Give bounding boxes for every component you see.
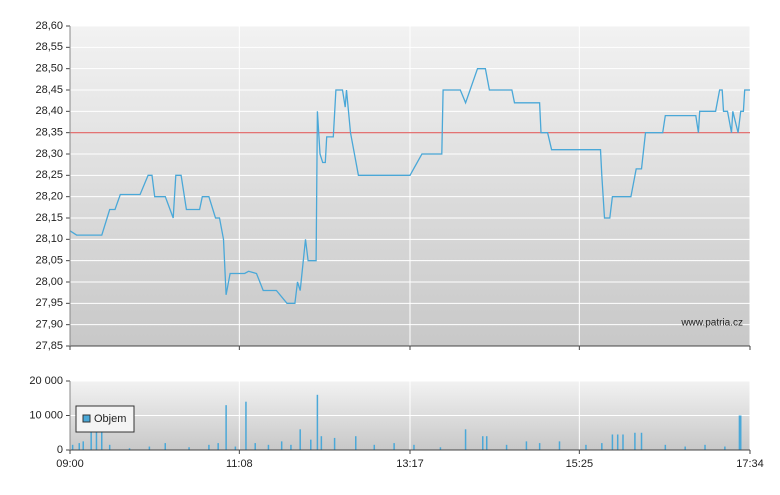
- volume-bar: [316, 394, 319, 450]
- volume-bar: [505, 444, 508, 450]
- volume-bar: [558, 441, 561, 450]
- volume-bar: [601, 443, 603, 450]
- volume-bar: [254, 443, 256, 450]
- volume-bar: [217, 443, 219, 450]
- volume-bar: [245, 401, 247, 450]
- y-tick-label: 27,95: [35, 297, 63, 309]
- volume-bar: [704, 444, 706, 450]
- volume-bar: [290, 444, 292, 450]
- volume-bar: [664, 444, 667, 450]
- volume-bar: [585, 444, 587, 450]
- y-tick-label: 27,85: [35, 340, 63, 352]
- volume-bar: [148, 446, 151, 450]
- y-tick-label: 28,55: [35, 41, 63, 53]
- volume-bar: [208, 444, 210, 450]
- volume-bar: [640, 432, 643, 450]
- volume-bar: [280, 441, 283, 450]
- volume-bar: [622, 434, 624, 450]
- volume-bar: [634, 432, 636, 450]
- volume-bar: [485, 436, 488, 450]
- y-tick-label: 28,05: [35, 255, 63, 267]
- y-tick-label: 0: [57, 444, 63, 456]
- y-tick-label: 28,50: [35, 63, 63, 75]
- volume-bar: [95, 427, 98, 450]
- y-tick-label: 20 000: [29, 375, 63, 387]
- volume-bar: [108, 444, 111, 450]
- volume-bar: [355, 436, 357, 450]
- x-tick-label: 11:08: [226, 458, 253, 470]
- volume-bar: [439, 447, 442, 450]
- volume-bar: [333, 437, 336, 450]
- volume-bar: [234, 446, 237, 450]
- x-tick-label: 09:00: [56, 458, 84, 470]
- y-tick-label: 10 000: [29, 409, 63, 421]
- volume-bar: [525, 441, 528, 450]
- volume-bar: [739, 415, 742, 450]
- volume-bar: [82, 441, 84, 450]
- y-tick-label: 28,30: [35, 148, 63, 160]
- y-tick-label: 28,25: [35, 169, 63, 181]
- y-tick-label: 28,60: [35, 20, 63, 32]
- y-tick-label: 28,20: [35, 191, 63, 203]
- volume-bar: [320, 436, 323, 450]
- volume-bar: [267, 444, 270, 450]
- volume-bar: [128, 448, 131, 450]
- y-tick-label: 28,00: [35, 276, 63, 288]
- volume-bar: [225, 405, 227, 450]
- y-tick-label: 28,10: [35, 233, 63, 245]
- x-tick-label: 15:25: [566, 458, 594, 470]
- watermark: www.patria.cz: [680, 318, 743, 329]
- volume-bar: [616, 434, 619, 450]
- y-tick-label: 28,45: [35, 84, 63, 96]
- volume-bar: [482, 436, 484, 450]
- volume-bar: [393, 443, 395, 450]
- y-tick-label: 28,35: [35, 127, 63, 139]
- y-tick-label: 28,40: [35, 105, 63, 117]
- volume-bar: [164, 443, 167, 450]
- x-tick-label: 17:34: [736, 458, 764, 470]
- y-tick-label: 28,15: [35, 212, 63, 224]
- volume-bar: [611, 434, 614, 450]
- volume-bar: [373, 444, 376, 450]
- volume-bar: [738, 415, 741, 450]
- volume-bar: [464, 429, 467, 450]
- legend-swatch: [82, 414, 91, 423]
- volume-bar: [188, 447, 190, 450]
- volume-bar: [538, 443, 541, 450]
- volume-bar: [724, 446, 726, 450]
- volume-bar: [71, 444, 74, 450]
- volume-bar: [101, 429, 103, 450]
- price-line: [69, 68, 750, 304]
- y-tick-label: 27,90: [35, 319, 63, 331]
- volume-bar: [78, 443, 81, 450]
- legend: Objem: [75, 405, 135, 433]
- volume-bar: [310, 439, 312, 450]
- legend-label: Objem: [94, 413, 126, 425]
- volume-bar: [299, 429, 301, 450]
- volume-bar: [684, 446, 686, 450]
- x-tick-label: 13:17: [396, 458, 424, 470]
- volume-bar: [90, 429, 92, 450]
- volume-bar: [413, 444, 415, 450]
